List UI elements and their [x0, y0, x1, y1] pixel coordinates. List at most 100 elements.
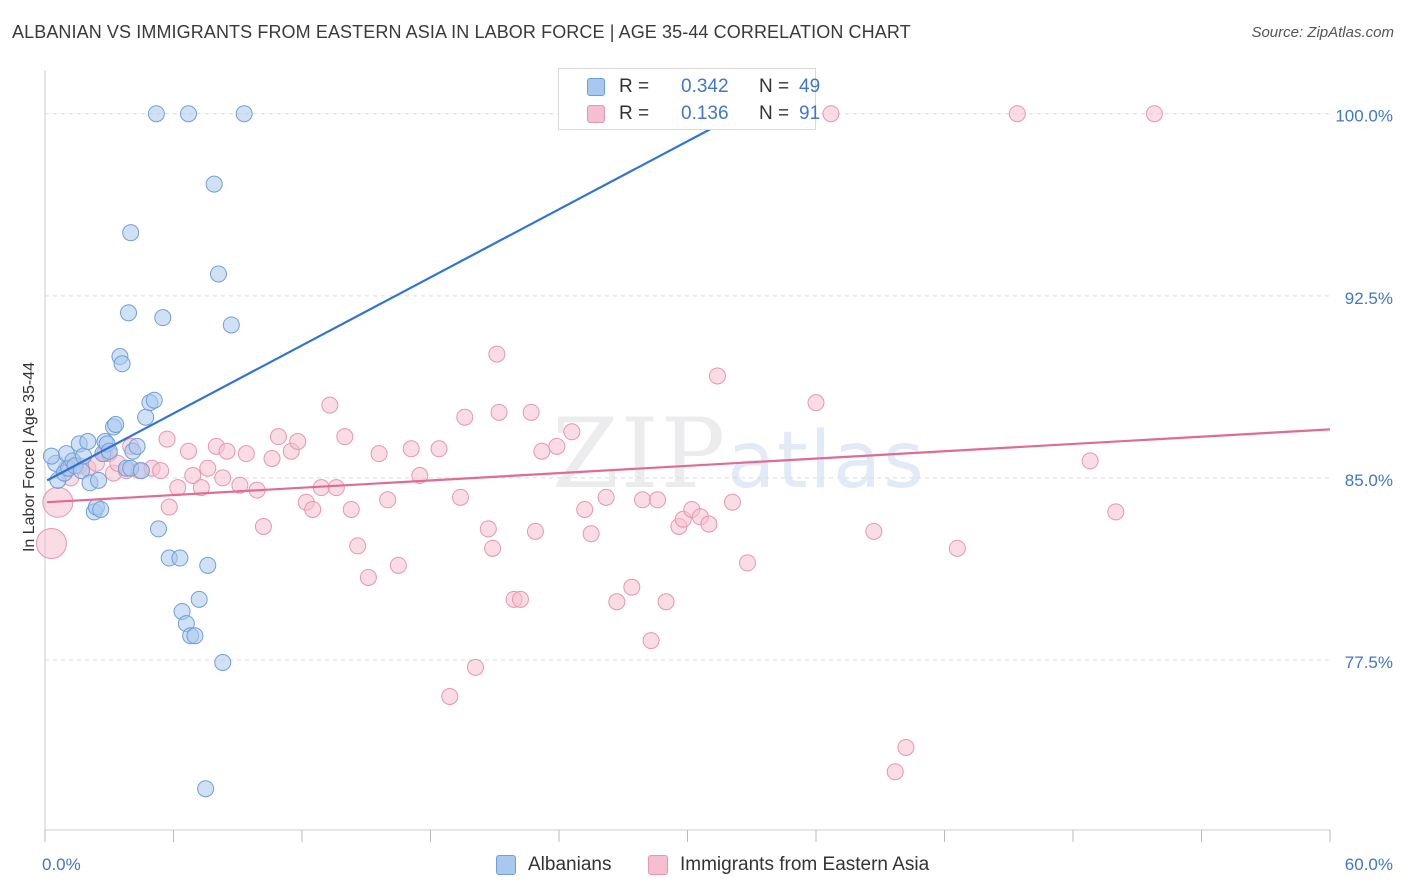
watermark: ZIPatlas [552, 398, 926, 510]
eastern-asia-point [160, 498, 178, 516]
legend-n-value: 49 [799, 76, 821, 97]
eastern-asia-point [254, 517, 272, 535]
eastern-asia-point [237, 445, 255, 463]
eastern-asia-point [657, 593, 675, 611]
albanians-point [145, 391, 163, 409]
eastern-asia-point [642, 632, 660, 650]
eastern-asia-point [1081, 452, 1099, 470]
source-label: Source: ZipAtlas.com [1251, 24, 1394, 41]
chart-title: ALBANIAN VS IMMIGRANTS FROM EASTERN ASIA… [12, 22, 911, 42]
eastern-asia-point [321, 396, 339, 414]
eastern-asia-point [192, 479, 210, 497]
eastern-asia-point [822, 105, 840, 123]
albanians-point [122, 224, 140, 242]
eastern-asia-point [479, 520, 497, 538]
eastern-asia-point [152, 462, 170, 480]
albanians-point [197, 780, 215, 798]
albanians-point [147, 105, 165, 123]
eastern-asia-point [304, 500, 322, 518]
eastern-asia-point [708, 367, 726, 385]
eastern-asia-point [466, 658, 484, 676]
albanians-point [154, 309, 172, 327]
eastern-asia-point [886, 763, 904, 781]
albanians-point [132, 462, 150, 480]
albanians-point [79, 433, 97, 451]
eastern-asia-point [359, 568, 377, 586]
eastern-asia-point [370, 445, 388, 463]
legend-swatch-pink [587, 105, 605, 123]
albanians-point [199, 556, 217, 574]
eastern-asia-point [289, 433, 307, 451]
legend-r-label: R = [619, 76, 650, 97]
legend-label-eastern-asia: Immigrants from Eastern Asia [680, 854, 930, 875]
x-tick-label: 0.0% [42, 855, 81, 874]
eastern-asia-trend-line [47, 428, 1331, 504]
eastern-asia-point [533, 442, 551, 460]
albanians-point [120, 304, 138, 322]
eastern-asia-point [430, 440, 448, 458]
eastern-asia-point [548, 437, 566, 455]
y-tick-label: 77.5% [1345, 653, 1393, 672]
legend-n-value: 91 [799, 103, 821, 124]
y-tick-label: 92.5% [1345, 289, 1393, 308]
albanians-trend-line [46, 100, 763, 482]
eastern-asia-point [158, 430, 176, 448]
eastern-asia-point [1107, 503, 1125, 521]
eastern-asia-point [511, 590, 529, 608]
eastern-asia-point [336, 428, 354, 446]
legend-swatch-blue [496, 855, 516, 875]
eastern-asia-point [269, 428, 287, 446]
legend-n-label: N = [759, 103, 790, 124]
eastern-asia-point [563, 423, 581, 441]
eastern-asia-point [169, 479, 187, 497]
eastern-asia-point [865, 522, 883, 540]
eastern-asia-point [700, 515, 718, 533]
eastern-asia-point [184, 466, 202, 484]
eastern-asia-point [576, 500, 594, 518]
eastern-asia-point [490, 403, 508, 421]
eastern-asia-point [526, 522, 544, 540]
eastern-asia-point [1008, 105, 1026, 123]
eastern-asia-point [342, 500, 360, 518]
albanians-point [90, 471, 108, 489]
albanians-point [113, 355, 131, 373]
albanians-point [214, 653, 232, 671]
legend-item-eastern-asia[interactable]: Immigrants from Eastern Asia [648, 852, 929, 878]
y-tick-label: 85.0% [1345, 471, 1393, 490]
eastern-asia-point [608, 593, 626, 611]
legend-r-label: R = [619, 103, 650, 124]
eastern-asia-point [522, 403, 540, 421]
albanians-point [107, 416, 125, 434]
albanians-point [222, 316, 240, 334]
eastern-asia-point [634, 491, 652, 509]
eastern-asia-point [199, 459, 217, 477]
eastern-asia-point [623, 578, 641, 596]
eastern-asia-point [402, 440, 420, 458]
correlation-legend: R = 0.342 N = 49 R = 0.136 N = 91 [558, 68, 820, 130]
eastern-asia-point [218, 442, 236, 460]
eastern-asia-point [214, 469, 232, 487]
eastern-asia-point [179, 442, 197, 460]
albanians-point [209, 265, 227, 283]
eastern-asia-point [738, 554, 756, 572]
eastern-asia-point [411, 466, 429, 484]
albanians-point [235, 105, 253, 123]
eastern-asia-point [349, 537, 367, 555]
eastern-asia-point [807, 394, 825, 412]
albanians-point [137, 408, 155, 426]
eastern-asia-point [484, 539, 502, 557]
albanians-point [171, 549, 189, 567]
eastern-asia-point [488, 345, 506, 363]
albanians-point [190, 590, 208, 608]
eastern-asia-point [451, 488, 469, 506]
legend-item-albanians[interactable]: Albanians [496, 852, 611, 878]
eastern-asia-point [897, 738, 915, 756]
albanians-point [186, 627, 204, 645]
eastern-asia-point [649, 491, 667, 509]
albanians-point [92, 500, 110, 518]
legend-label-albanians: Albanians [528, 854, 612, 875]
eastern-asia-point [327, 479, 345, 497]
watermark-zip: ZIP [552, 398, 728, 510]
legend-r-value: 0.136 [681, 103, 729, 124]
albanians-point [179, 105, 197, 123]
